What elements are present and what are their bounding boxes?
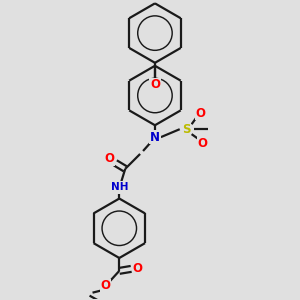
Text: O: O xyxy=(150,78,160,91)
Text: O: O xyxy=(132,262,142,275)
Text: O: O xyxy=(100,279,110,292)
Text: O: O xyxy=(104,152,114,165)
Text: O: O xyxy=(196,107,206,120)
Text: NH: NH xyxy=(110,182,128,192)
Text: O: O xyxy=(197,136,208,150)
Text: N: N xyxy=(150,130,160,144)
Text: S: S xyxy=(182,123,191,136)
